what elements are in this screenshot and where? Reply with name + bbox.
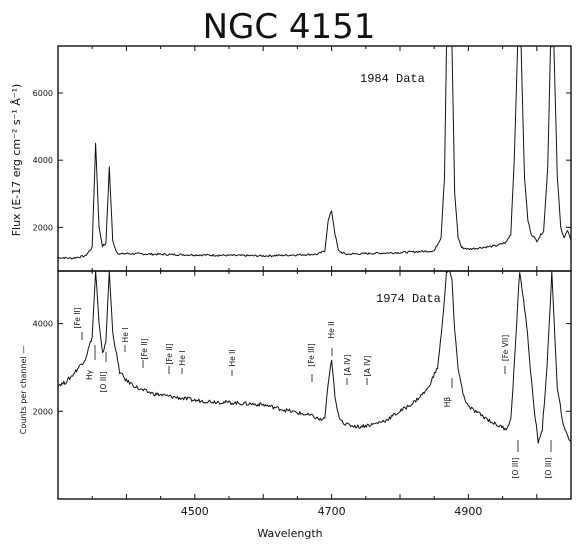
line-label-fe2-2: [Fe II] <box>140 338 149 359</box>
line-label-he2-4686: He II <box>327 321 336 338</box>
panel-1984-label: 1984 Data <box>360 72 425 86</box>
x-tick-label: 4500 <box>181 505 209 518</box>
x-tick-label: 4900 <box>454 505 482 518</box>
line-identifications: [Fe II] Hγ [O III] He I [Fe II] [Fe II] … <box>73 307 553 478</box>
spectrum-lines-group <box>57 45 572 444</box>
line-label-o3-5007: [O III] <box>544 458 553 479</box>
line-label-a4-1: [A IV] <box>343 355 352 376</box>
x-axis-label: Wavelength <box>257 527 322 540</box>
line-label-hgamma: Hγ <box>85 369 94 380</box>
y-axis-label-1974: Counts per channel — <box>19 346 28 435</box>
line-label-hbeta: Hβ <box>443 397 452 408</box>
y-tick-label: 2000 <box>33 407 53 416</box>
panel-1974-label: 1974 Data <box>376 292 441 306</box>
y-tick-label: 4000 <box>33 320 53 329</box>
y-tick-label: 2000 <box>33 223 53 232</box>
y-axis-label-1984: Flux (E-17 erg cm⁻² s⁻¹ Å⁻¹) <box>10 84 23 237</box>
line-label-o3-4363: [O III] <box>99 372 108 393</box>
y-tick-label: 6000 <box>33 89 53 98</box>
axis-ticks-group: 2000 4000 6000 2000 4000 4500 4700 4900 <box>33 46 571 518</box>
line-label-a4-2: [A IV] <box>363 356 372 377</box>
line-label-fe7: [Fe VII] <box>501 335 510 361</box>
line-label-fe2-3: [Fe II] <box>165 343 174 364</box>
y-tick-label: 4000 <box>33 156 53 165</box>
line-label-o3-4959: [O III] <box>511 458 520 479</box>
line-label-he2-4542: He II <box>228 349 237 366</box>
line-label-fe3: [Fe III] <box>307 343 316 366</box>
series-line-1984 <box>57 45 572 260</box>
line-label-he1-4388: He I <box>121 328 130 343</box>
panel-1974-frame <box>57 270 572 500</box>
series-line-1974 <box>57 270 572 444</box>
chart-title: NGC 4151 <box>203 7 376 47</box>
line-label-fe2-1: [Fe II] <box>73 307 82 328</box>
x-tick-label: 4700 <box>318 505 346 518</box>
panel-1984-frame <box>57 45 572 272</box>
line-label-he1-4471: He I <box>178 351 187 366</box>
